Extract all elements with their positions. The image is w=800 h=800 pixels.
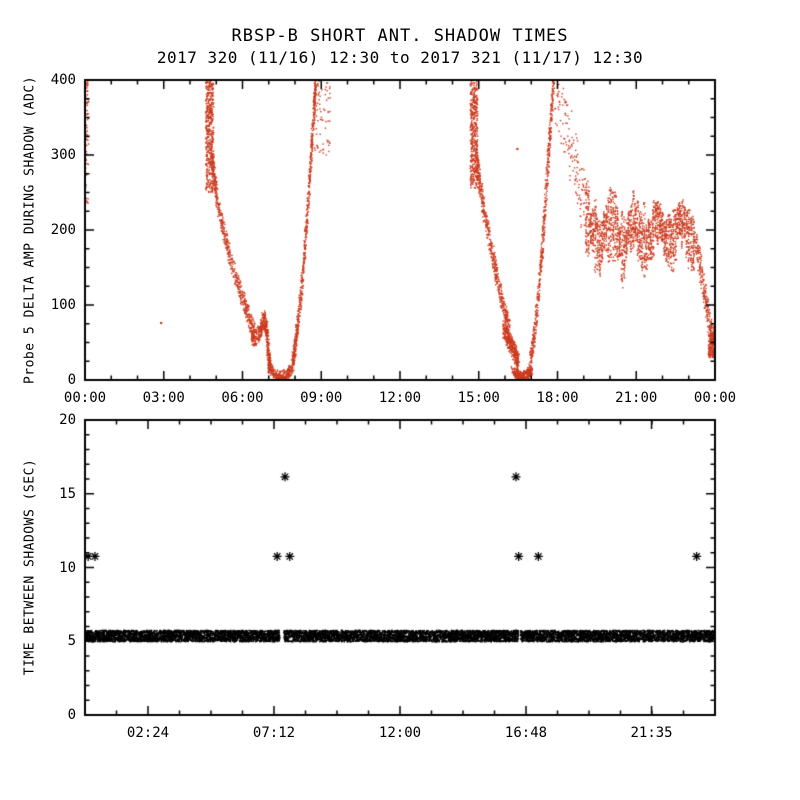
y-tick-label: 10 (59, 559, 76, 576)
bottom-panel-y-axis-label: TIME BETWEEN SHADOWS (SEC) (22, 458, 38, 676)
x-tick-label: 12:00 (378, 390, 422, 406)
x-tick-label: 16:48 (504, 725, 548, 741)
x-tick-label: 06:00 (221, 390, 264, 406)
y-tick-label: 300 (50, 147, 76, 163)
x-tick-label: 15:00 (457, 390, 500, 406)
x-tick-label: 00:00 (63, 390, 107, 406)
top-panel-y-axis-label: Probe 5 DELTA AMP DURING SHADOW (ADC) (22, 75, 38, 385)
x-tick-label: 02:24 (126, 725, 170, 741)
y-tick-label: 5 (67, 633, 76, 650)
y-tick-label: 15 (59, 485, 76, 502)
chart-title: RBSP-B SHORT ANT. SHADOW TIMES (231, 26, 569, 46)
y-tick-label: 0 (67, 372, 76, 388)
chart-subtitle: 2017 320 (11/16) 12:30 to 2017 321 (11/1… (156, 48, 644, 67)
x-tick-label: 00:00 (693, 390, 737, 406)
y-tick-label: 0 (67, 707, 76, 723)
x-tick-label: 09:00 (300, 390, 343, 406)
y-tick-label: 400 (50, 72, 76, 88)
x-tick-label: 18:00 (536, 390, 579, 406)
x-tick-label: 03:00 (142, 390, 185, 406)
x-tick-label: 12:00 (378, 725, 422, 741)
x-tick-label: 07:12 (252, 725, 296, 741)
y-tick-label: 20 (59, 412, 76, 428)
x-tick-label: 21:00 (615, 390, 658, 406)
y-tick-label: 200 (50, 222, 76, 238)
x-tick-label: 21:35 (630, 725, 673, 741)
y-tick-label: 100 (50, 297, 76, 313)
